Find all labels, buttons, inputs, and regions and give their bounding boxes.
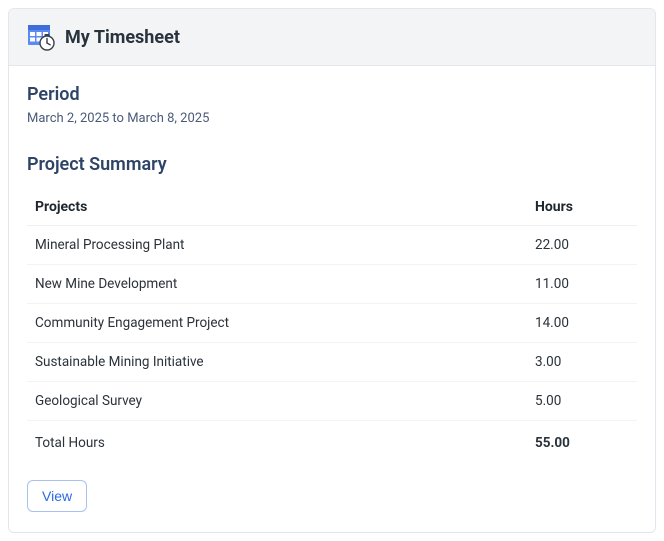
hours-cell: 11.00 bbox=[527, 265, 637, 304]
total-hours: 55.00 bbox=[527, 421, 637, 463]
table-row: Sustainable Mining Initiative 3.00 bbox=[27, 343, 637, 382]
table-row: Mineral Processing Plant 22.00 bbox=[27, 226, 637, 265]
card-body: Period March 2, 2025 to March 8, 2025 Pr… bbox=[9, 66, 655, 532]
view-button[interactable]: View bbox=[27, 480, 87, 512]
timesheet-icon bbox=[27, 23, 55, 51]
period-heading: Period bbox=[27, 84, 637, 105]
card-title: My Timesheet bbox=[65, 27, 180, 48]
total-row: Total Hours 55.00 bbox=[27, 421, 637, 463]
total-label: Total Hours bbox=[27, 421, 527, 463]
timesheet-card: My Timesheet Period March 2, 2025 to Mar… bbox=[8, 8, 656, 533]
project-cell: Community Engagement Project bbox=[27, 304, 527, 343]
hours-column-header: Hours bbox=[527, 189, 637, 226]
hours-cell: 22.00 bbox=[527, 226, 637, 265]
hours-cell: 14.00 bbox=[527, 304, 637, 343]
project-cell: Geological Survey bbox=[27, 382, 527, 421]
hours-cell: 5.00 bbox=[527, 382, 637, 421]
table-row: Geological Survey 5.00 bbox=[27, 382, 637, 421]
project-cell: Mineral Processing Plant bbox=[27, 226, 527, 265]
summary-heading: Project Summary bbox=[27, 154, 637, 175]
projects-column-header: Projects bbox=[27, 189, 527, 226]
hours-cell: 3.00 bbox=[527, 343, 637, 382]
project-summary-table: Projects Hours Mineral Processing Plant … bbox=[27, 189, 637, 462]
summary-body: Mineral Processing Plant 22.00 New Mine … bbox=[27, 226, 637, 463]
project-cell: Sustainable Mining Initiative bbox=[27, 343, 527, 382]
project-cell: New Mine Development bbox=[27, 265, 527, 304]
card-header: My Timesheet bbox=[9, 9, 655, 66]
table-row: Community Engagement Project 14.00 bbox=[27, 304, 637, 343]
period-range-text: March 2, 2025 to March 8, 2025 bbox=[27, 111, 637, 126]
table-row: New Mine Development 11.00 bbox=[27, 265, 637, 304]
